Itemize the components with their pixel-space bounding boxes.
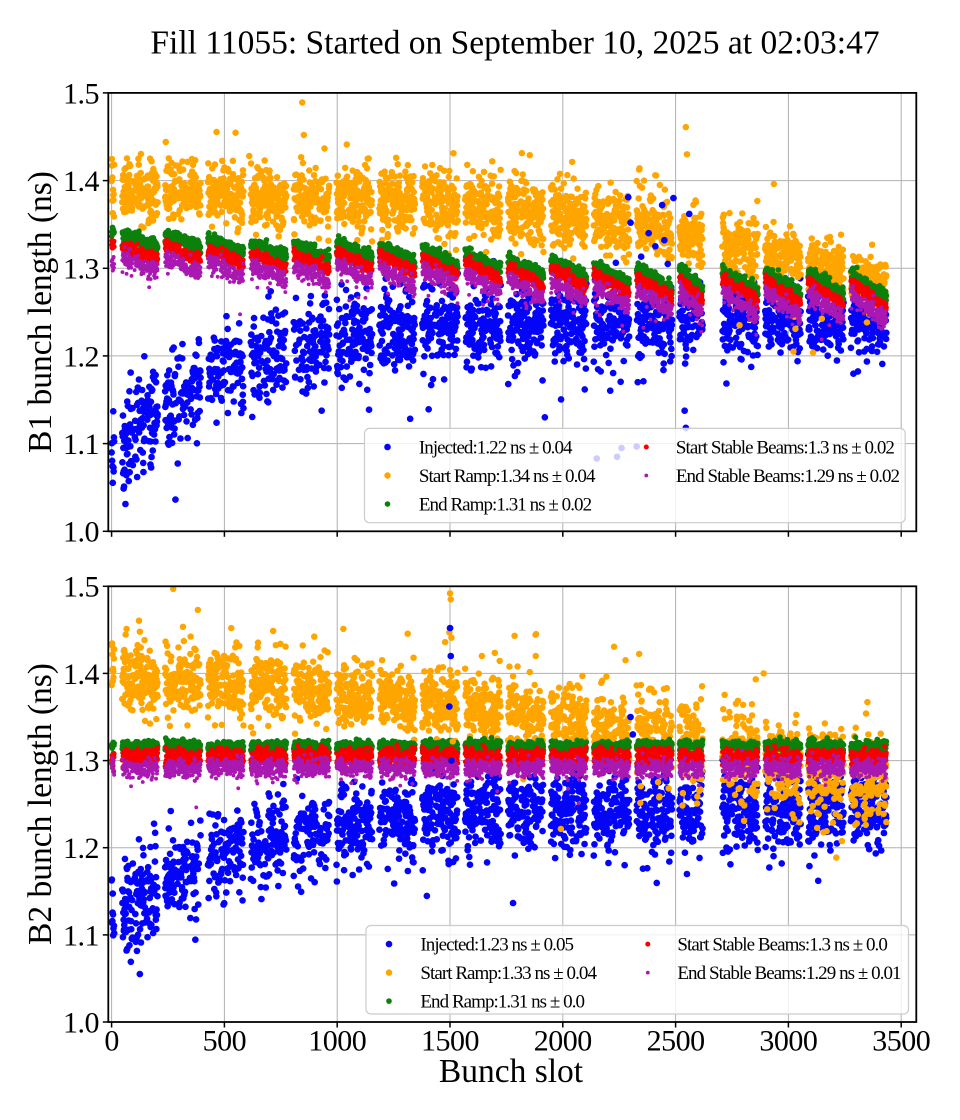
svg-text:1.1: 1.1 <box>63 919 99 952</box>
svg-text:1.4: 1.4 <box>63 658 100 691</box>
svg-text:3500: 3500 <box>872 1024 930 1057</box>
svg-text:1.3: 1.3 <box>63 745 99 778</box>
svg-text:1.2: 1.2 <box>63 340 99 373</box>
svg-text:End Stable Beams:1.29 ns ± 0.0: End Stable Beams:1.29 ns ± 0.02 <box>676 466 900 487</box>
svg-text:End Stable Beams:1.29 ns ± 0.0: End Stable Beams:1.29 ns ± 0.01 <box>677 963 901 984</box>
svg-text:2500: 2500 <box>647 1024 705 1057</box>
svg-text:1.5: 1.5 <box>63 77 99 110</box>
svg-text:End Ramp:1.31 ns ± 0.02: End Ramp:1.31 ns ± 0.02 <box>419 494 592 515</box>
svg-text:1.3: 1.3 <box>63 253 99 286</box>
svg-text:1000: 1000 <box>308 1024 366 1057</box>
svg-text:Start Ramp:1.34 ns ± 0.04: Start Ramp:1.34 ns ± 0.04 <box>419 466 596 487</box>
svg-text:Start Ramp:1.33 ns ± 0.04: Start Ramp:1.33 ns ± 0.04 <box>420 963 597 984</box>
svg-text:1.1: 1.1 <box>63 428 99 461</box>
svg-text:Injected:1.22 ns ± 0.04: Injected:1.22 ns ± 0.04 <box>419 437 573 458</box>
svg-text:1.5: 1.5 <box>63 571 99 604</box>
svg-text:3000: 3000 <box>759 1024 817 1057</box>
svg-text:1.0: 1.0 <box>63 1006 99 1039</box>
svg-text:1.2: 1.2 <box>63 832 99 865</box>
svg-text:Injected:1.23 ns ± 0.05: Injected:1.23 ns ± 0.05 <box>420 935 573 956</box>
svg-text:End Ramp:1.31 ns ± 0.0: End Ramp:1.31 ns ± 0.0 <box>420 992 584 1013</box>
svg-text:500: 500 <box>203 1024 247 1057</box>
svg-text:1.0: 1.0 <box>63 516 99 549</box>
svg-text:Fill 11055: Started on Septemb: Fill 11055: Started on September 10, 202… <box>150 25 879 62</box>
svg-text:1500: 1500 <box>421 1024 479 1057</box>
svg-text:0: 0 <box>104 1024 119 1057</box>
svg-text:B1 bunch length (ns): B1 bunch length (ns) <box>22 171 59 453</box>
svg-text:2000: 2000 <box>534 1024 592 1057</box>
svg-text:Start Stable Beams:1.3 ns ± 0.: Start Stable Beams:1.3 ns ± 0.0 <box>677 935 887 956</box>
svg-text:B2 bunch length (ns): B2 bunch length (ns) <box>22 663 59 945</box>
svg-text:1.4: 1.4 <box>63 165 100 198</box>
svg-text:Bunch slot: Bunch slot <box>439 1053 584 1090</box>
svg-text:Start Stable Beams:1.3 ns ± 0.: Start Stable Beams:1.3 ns ± 0.02 <box>676 437 894 458</box>
